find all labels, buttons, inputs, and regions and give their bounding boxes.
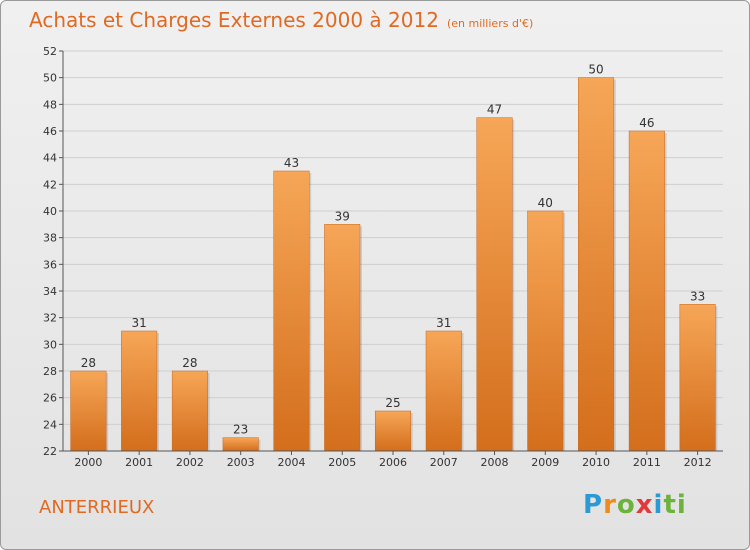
y-tick-label: 36 (43, 258, 57, 271)
logo-letter: o (616, 490, 636, 520)
data-label: 47 (487, 103, 502, 117)
bar (273, 170, 310, 452)
x-tick-label: 2007 (430, 456, 458, 469)
y-tick-label: 50 (43, 72, 57, 85)
y-axis: 22 24 26 28 30 32 34 36 38 40 42 44 46 48 50 52 (43, 45, 64, 458)
bar (628, 130, 665, 452)
bar (374, 410, 412, 452)
data-label: 43 (284, 156, 299, 170)
x-tick-label: 2010 (582, 456, 610, 469)
y-tick-label: 28 (43, 365, 57, 378)
y-tick-label: 34 (43, 285, 57, 298)
data-label: 46 (639, 116, 654, 130)
bars: 28 31 28 23 43 39 25 31 47 40 50 46 33 (70, 63, 718, 452)
y-tick-label: 32 (43, 312, 57, 325)
data-label: 25 (385, 396, 400, 410)
data-label: 40 (538, 196, 553, 210)
y-tick-label: 40 (43, 205, 57, 218)
data-label: 23 (233, 423, 248, 437)
bar (324, 224, 361, 452)
bar (171, 370, 208, 452)
data-label: 50 (588, 63, 603, 77)
y-tick-label: 26 (43, 392, 57, 405)
x-tick-label: 2011 (633, 456, 661, 469)
y-tick-label: 30 (43, 338, 57, 351)
data-label: 39 (335, 209, 350, 223)
x-tick-label: 2009 (531, 456, 559, 469)
grid-lines (63, 50, 723, 452)
x-tick-label: 2005 (328, 456, 356, 469)
bar (578, 77, 615, 452)
y-tick-label: 22 (43, 445, 57, 458)
y-tick-label: 48 (43, 98, 57, 111)
y-tick-label: 46 (43, 125, 57, 138)
x-tick-label: 2000 (74, 456, 102, 469)
data-label: 31 (436, 316, 451, 330)
logo-letter: x (635, 490, 654, 520)
x-tick-label: 2003 (227, 456, 255, 469)
logo-letter: r (603, 490, 617, 520)
x-tick-label: 2002 (176, 456, 204, 469)
logo-letter: ti (663, 490, 687, 520)
bar (476, 117, 513, 452)
y-tick-label: 38 (43, 232, 57, 245)
bar (425, 330, 462, 452)
x-tick-label: 2012 (684, 456, 712, 469)
logo-letter: i (653, 490, 664, 520)
bar (70, 370, 107, 452)
chart-subtitle: (en milliers d'€) (446, 17, 534, 30)
data-label: 28 (182, 356, 197, 370)
proxiti-logo[interactable]: Proxiti (583, 490, 687, 520)
bar (121, 330, 158, 452)
bar (527, 210, 564, 452)
y-tick-label: 42 (43, 178, 57, 191)
y-tick-label: 24 (43, 418, 57, 431)
x-tick-label: 2001 (125, 456, 153, 469)
commune-name: ANTERRIEUX (39, 497, 155, 518)
bar (679, 304, 716, 452)
bar (222, 437, 259, 452)
y-tick-label: 44 (43, 152, 57, 165)
x-tick-label: 2006 (379, 456, 407, 469)
data-label: 33 (690, 289, 705, 303)
data-label: 28 (81, 356, 96, 370)
title-text: Achats et Charges Externes 2000 à 2012 (29, 8, 439, 32)
x-tick-label: 2008 (481, 456, 509, 469)
logo-letter: P (583, 490, 604, 520)
data-label: 31 (132, 316, 147, 330)
x-tick-label: 2004 (277, 456, 305, 469)
x-axis: 2000 2001 2002 2003 2004 2005 2006 2007 2008 2009… (63, 450, 723, 469)
y-tick-label: 52 (43, 45, 57, 58)
chart-title: Achats et Charges Externes 2000 à 2012 (e… (29, 8, 533, 32)
